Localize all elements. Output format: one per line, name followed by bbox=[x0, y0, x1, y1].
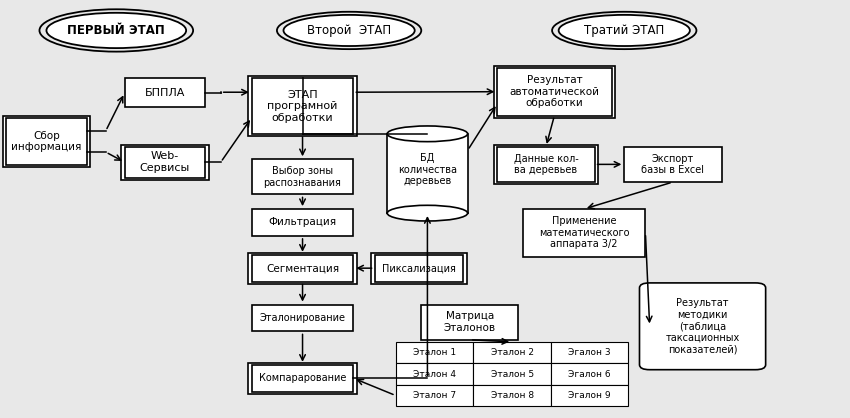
FancyBboxPatch shape bbox=[252, 304, 354, 331]
FancyBboxPatch shape bbox=[497, 147, 595, 182]
FancyBboxPatch shape bbox=[371, 252, 467, 284]
FancyBboxPatch shape bbox=[494, 145, 598, 184]
FancyBboxPatch shape bbox=[248, 76, 357, 136]
FancyBboxPatch shape bbox=[252, 255, 354, 282]
Text: Применение
математического
аппарата 3/2: Применение математического аппарата 3/2 bbox=[539, 216, 629, 250]
Text: ПЕРВЫЙ ЭТАП: ПЕРВЫЙ ЭТАП bbox=[67, 24, 165, 37]
Text: Эталон 8: Эталон 8 bbox=[490, 391, 534, 400]
Text: Web-
Сервисы: Web- Сервисы bbox=[140, 151, 190, 173]
FancyBboxPatch shape bbox=[395, 342, 473, 363]
FancyBboxPatch shape bbox=[395, 363, 473, 385]
FancyBboxPatch shape bbox=[252, 159, 354, 194]
FancyBboxPatch shape bbox=[551, 363, 628, 385]
Ellipse shape bbox=[388, 126, 468, 142]
FancyBboxPatch shape bbox=[624, 147, 722, 182]
Text: Пиксализация: Пиксализация bbox=[382, 263, 456, 273]
FancyBboxPatch shape bbox=[473, 385, 551, 406]
Text: Результат
автоматической
обработки: Результат автоматической обработки bbox=[509, 75, 599, 108]
FancyBboxPatch shape bbox=[252, 209, 354, 236]
FancyBboxPatch shape bbox=[6, 117, 87, 166]
FancyBboxPatch shape bbox=[497, 68, 611, 115]
Text: Выбор зоны
распознавания: Выбор зоны распознавания bbox=[264, 166, 342, 188]
Text: Эталон 2: Эталон 2 bbox=[490, 348, 534, 357]
Text: Эгалон 6: Эгалон 6 bbox=[569, 370, 611, 379]
Text: Сбор
информация: Сбор информация bbox=[11, 131, 82, 152]
Text: Результат
методики
(таблица
таксационных
показателей): Результат методики (таблица таксационных… bbox=[666, 298, 740, 354]
Text: Сегментация: Сегментация bbox=[266, 263, 339, 273]
FancyBboxPatch shape bbox=[125, 78, 205, 107]
FancyBboxPatch shape bbox=[375, 255, 463, 282]
Ellipse shape bbox=[284, 15, 415, 46]
FancyBboxPatch shape bbox=[473, 363, 551, 385]
Ellipse shape bbox=[388, 205, 468, 221]
FancyBboxPatch shape bbox=[421, 304, 518, 340]
FancyBboxPatch shape bbox=[252, 365, 354, 392]
Text: Эталонирование: Эталонирование bbox=[259, 313, 346, 323]
FancyBboxPatch shape bbox=[122, 145, 208, 180]
Text: Эталон 1: Эталон 1 bbox=[413, 348, 456, 357]
Polygon shape bbox=[388, 134, 468, 213]
FancyBboxPatch shape bbox=[125, 147, 205, 178]
FancyBboxPatch shape bbox=[639, 283, 766, 370]
Ellipse shape bbox=[47, 13, 186, 48]
Text: Эталон 4: Эталон 4 bbox=[413, 370, 456, 379]
Text: Матрица
Эталонов: Матрица Эталонов bbox=[444, 311, 496, 333]
Text: Экспорт
базы в Excel: Экспорт базы в Excel bbox=[642, 153, 705, 175]
Text: Второй  ЭТАП: Второй ЭТАП bbox=[307, 24, 391, 37]
FancyBboxPatch shape bbox=[248, 363, 357, 394]
FancyBboxPatch shape bbox=[3, 115, 90, 168]
Text: Данные кол-
ва деревьев: Данные кол- ва деревьев bbox=[513, 153, 578, 175]
FancyBboxPatch shape bbox=[551, 342, 628, 363]
Text: Эталон 7: Эталон 7 bbox=[413, 391, 456, 400]
Text: Эталон 5: Эталон 5 bbox=[490, 370, 534, 379]
Text: БД
количества
деревьев: БД количества деревьев bbox=[398, 153, 457, 186]
Ellipse shape bbox=[558, 15, 690, 46]
FancyBboxPatch shape bbox=[252, 78, 354, 134]
Text: Эгалон 9: Эгалон 9 bbox=[569, 391, 611, 400]
FancyBboxPatch shape bbox=[248, 252, 357, 284]
FancyBboxPatch shape bbox=[551, 385, 628, 406]
Text: Тратий ЭТАП: Тратий ЭТАП bbox=[584, 24, 665, 37]
FancyBboxPatch shape bbox=[523, 209, 645, 257]
FancyBboxPatch shape bbox=[395, 385, 473, 406]
Text: БППЛА: БППЛА bbox=[144, 88, 185, 98]
Text: ЭТАП
програмной
обработки: ЭТАП програмной обработки bbox=[268, 89, 337, 123]
FancyBboxPatch shape bbox=[473, 342, 551, 363]
Text: Фильтрация: Фильтрация bbox=[269, 217, 337, 227]
Text: Компарарование: Компарарование bbox=[259, 373, 346, 383]
FancyBboxPatch shape bbox=[494, 66, 615, 117]
Text: Эгалон 3: Эгалон 3 bbox=[569, 348, 611, 357]
